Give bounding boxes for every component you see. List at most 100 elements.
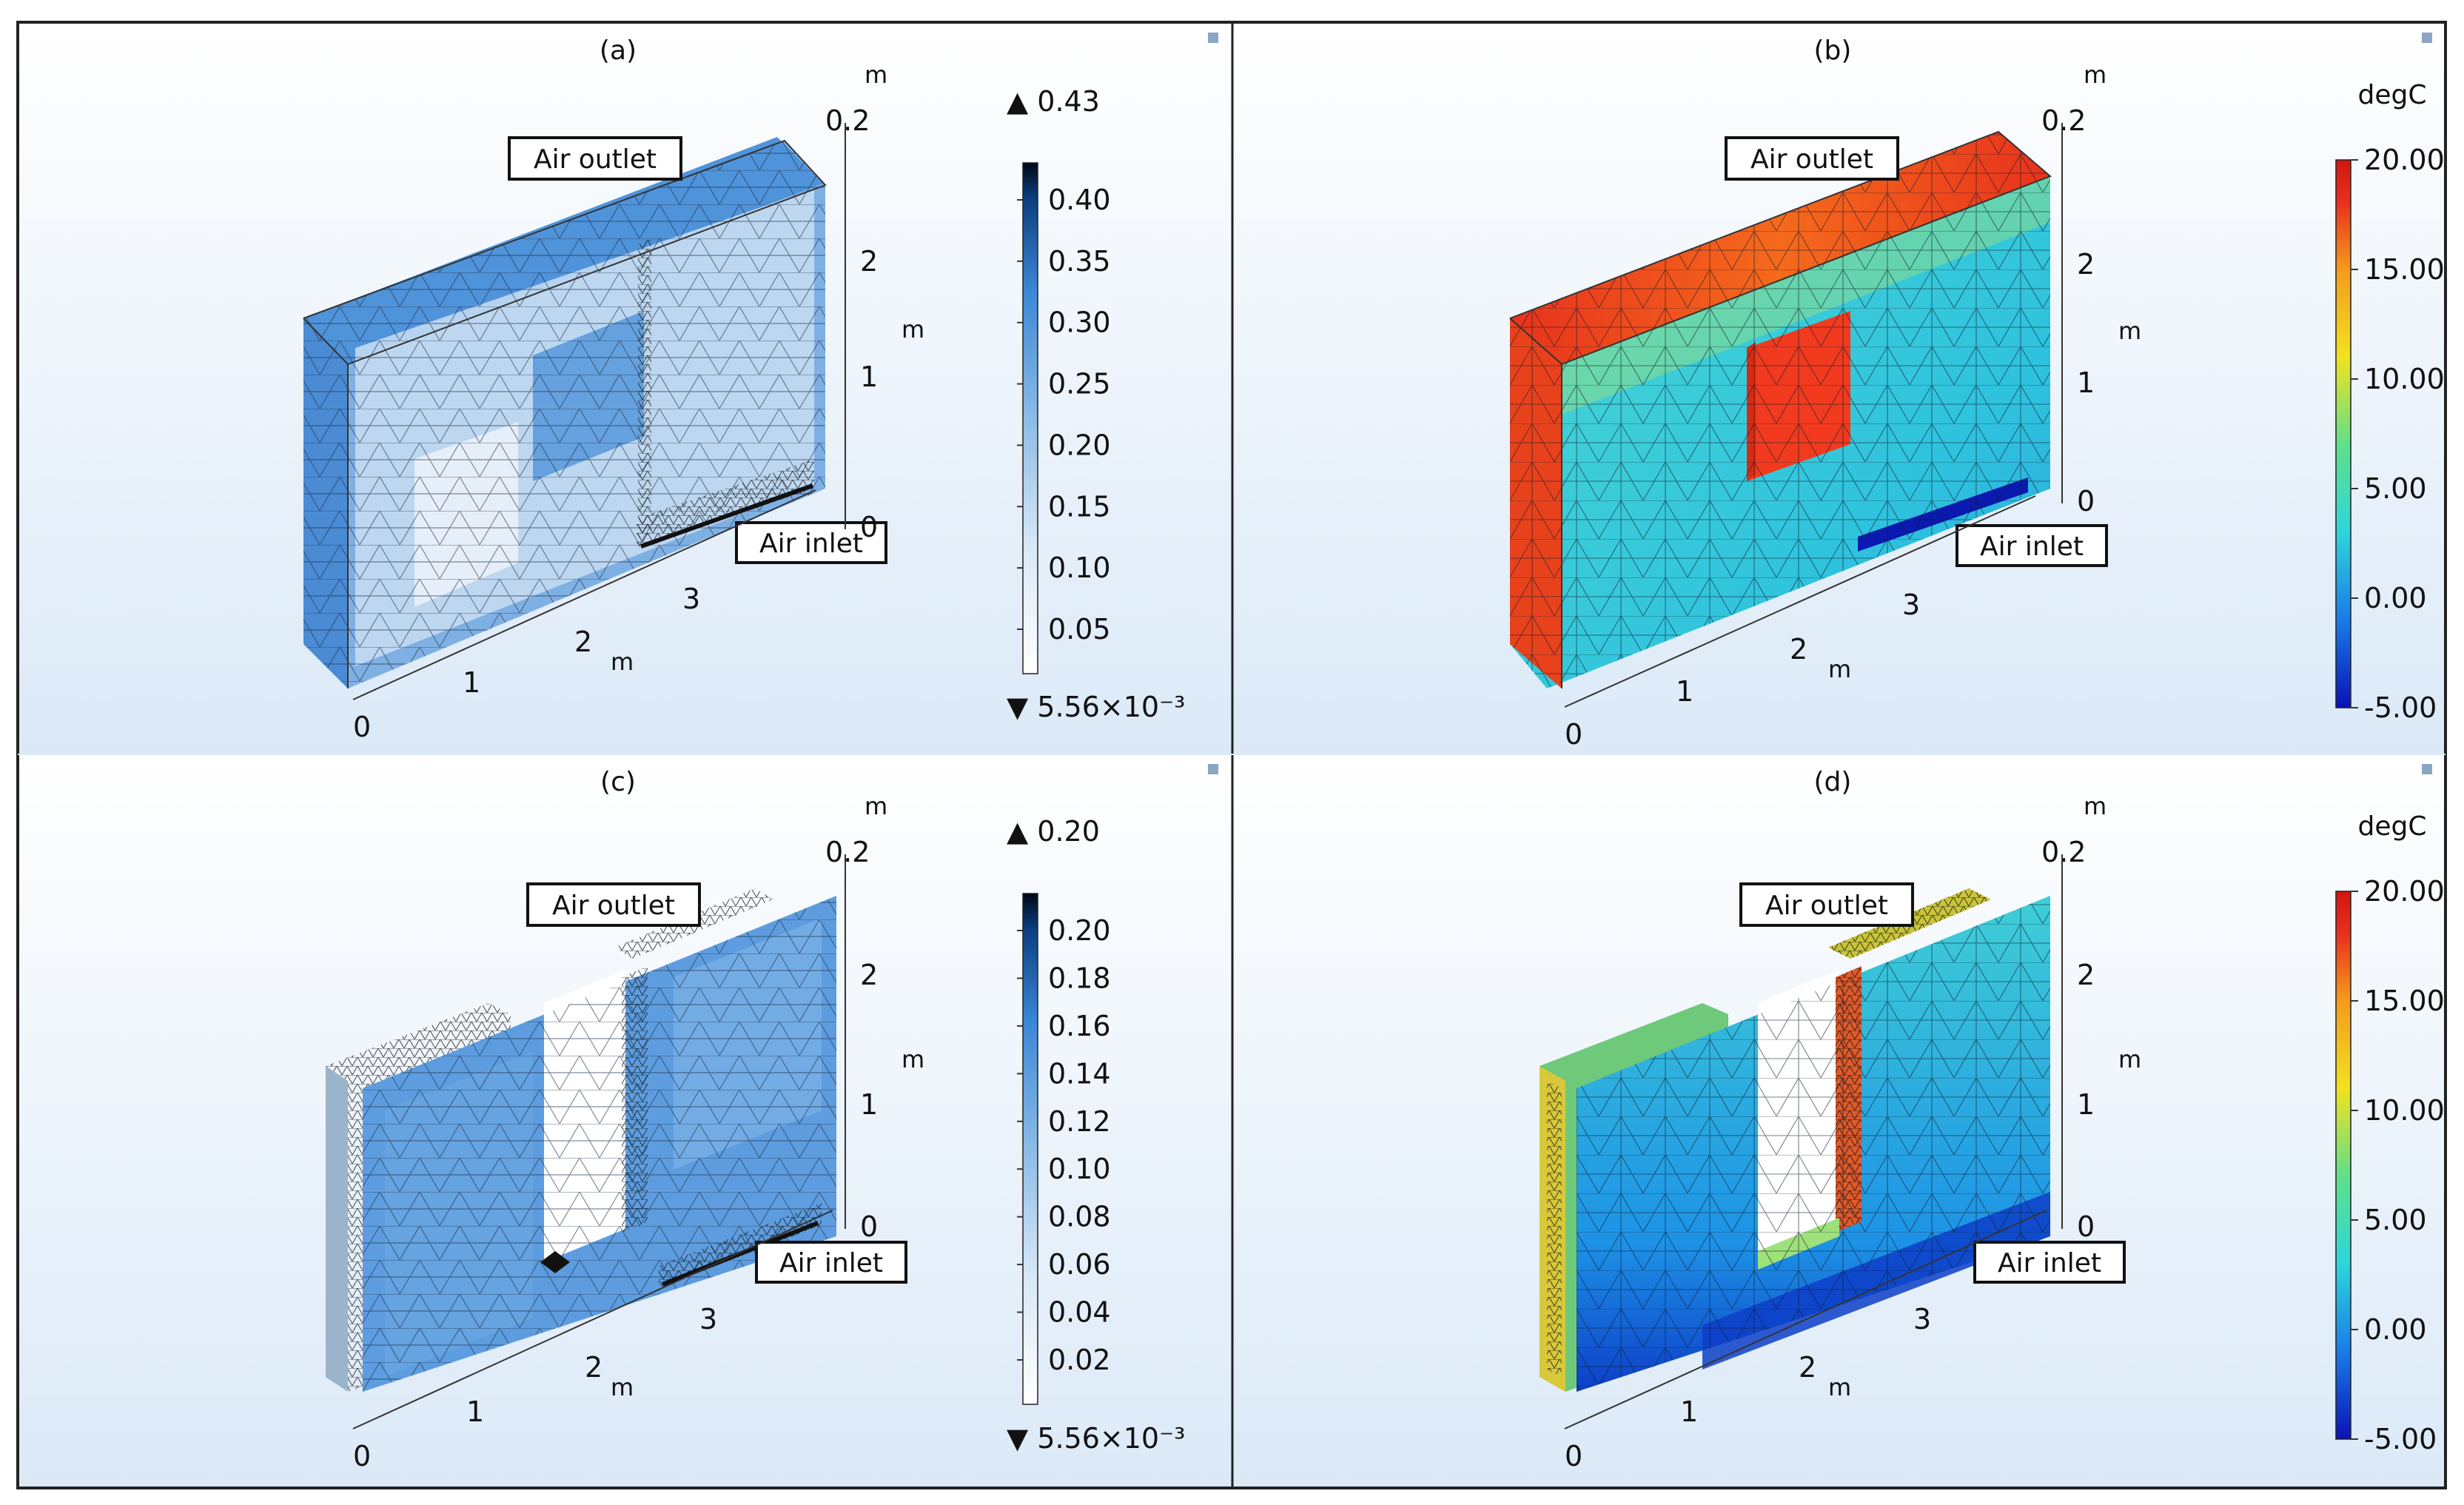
panel-label: (c) bbox=[600, 767, 636, 797]
y-axis-tick: 1 bbox=[2077, 366, 2095, 399]
colorbar-min-marker: ▼ 5.56×10⁻³ bbox=[1007, 1422, 1185, 1455]
colorbar-max-marker: ▲ 0.20 bbox=[1007, 815, 1100, 848]
air-outlet-label: Air outlet bbox=[552, 891, 675, 921]
z-axis-unit: m bbox=[2084, 792, 2107, 820]
y-axis-tick: 2 bbox=[860, 245, 878, 278]
x-axis-line bbox=[1564, 495, 2036, 708]
y-axis-unit: m bbox=[902, 315, 924, 343]
x-axis-tick: 2 bbox=[585, 1351, 602, 1384]
window-corner-icon bbox=[2422, 764, 2432, 774]
y-axis-tick: 0 bbox=[860, 511, 878, 543]
air-outlet-callout bbox=[1739, 882, 1914, 927]
colorbar-tick-label: 0.04 bbox=[1048, 1296, 1111, 1329]
colorbar-tick-label: 0.00 bbox=[2364, 582, 2427, 614]
air-inlet-label: Air inlet bbox=[759, 529, 863, 559]
colorbar-tick-label: -5.00 bbox=[2364, 691, 2437, 724]
x-axis-tick: 3 bbox=[682, 583, 700, 615]
colorbar-tick-label: 15.00 bbox=[2364, 985, 2445, 1017]
x-axis-line bbox=[352, 1210, 833, 1429]
y-axis-tick: 0 bbox=[2077, 485, 2095, 517]
y-axis-tick: 1 bbox=[2077, 1088, 2095, 1121]
colorbar-unit: degC bbox=[2358, 80, 2427, 110]
colorbar-tick-label: 0.20 bbox=[1048, 914, 1111, 947]
z-axis-tick: 0.2 bbox=[2041, 836, 2086, 868]
air-inlet-label: Air inlet bbox=[1998, 1248, 2101, 1278]
z-axis-unit: m bbox=[2084, 61, 2107, 89]
x-axis-tick: 3 bbox=[1913, 1303, 1931, 1335]
air-inlet-label: Air inlet bbox=[779, 1248, 883, 1278]
z-axis-unit: m bbox=[865, 792, 887, 820]
colorbar-tick-label: 0.20 bbox=[1048, 429, 1111, 461]
colorbar-tick-label: 0.06 bbox=[1048, 1248, 1111, 1281]
colorbar-a bbox=[1022, 162, 1038, 674]
y-axis-unit: m bbox=[2118, 317, 2141, 345]
colorbar-tick-label: 0.10 bbox=[1048, 552, 1111, 584]
x-axis-tick: 1 bbox=[466, 1395, 484, 1428]
air-outlet-label: Air outlet bbox=[534, 144, 657, 175]
x-axis-line bbox=[352, 489, 816, 700]
y-axis-unit: m bbox=[2118, 1045, 2141, 1073]
geometry-c bbox=[326, 888, 836, 1392]
colorbar-tick-label: 0.10 bbox=[1048, 1153, 1111, 1185]
colorbar-tick-label: 0.30 bbox=[1048, 306, 1111, 339]
x-axis-tick: 2 bbox=[574, 626, 592, 658]
x-axis-unit: m bbox=[611, 648, 634, 676]
panel-label: (d) bbox=[1814, 767, 1852, 797]
colorbar-tick-label: 0.18 bbox=[1048, 962, 1111, 994]
y-axis-tick: 2 bbox=[2077, 959, 2095, 991]
colorbar-tick-label: -5.00 bbox=[2364, 1423, 2437, 1455]
colorbar-tick-label: 0.35 bbox=[1048, 245, 1111, 278]
air-inlet-label: Air inlet bbox=[1980, 532, 2084, 562]
x-axis-tick: 3 bbox=[1902, 589, 1920, 621]
y-axis-tick: 2 bbox=[860, 959, 878, 991]
colorbar-b bbox=[2335, 159, 2351, 708]
x-axis-tick: 0 bbox=[353, 1440, 371, 1472]
colorbar-tick-label: 0.00 bbox=[2364, 1313, 2427, 1346]
x-axis-unit: m bbox=[1828, 1373, 1851, 1401]
air-outlet-callout bbox=[1725, 136, 1899, 181]
colorbar-tick-label: 0.14 bbox=[1048, 1057, 1111, 1090]
colorbar-tick-label: 15.00 bbox=[2364, 253, 2445, 286]
panel-label: (b) bbox=[1814, 36, 1852, 66]
x-axis-tick: 3 bbox=[699, 1303, 717, 1335]
z-axis-unit: m bbox=[865, 61, 887, 89]
air-outlet-label: Air outlet bbox=[1750, 144, 1873, 175]
colorbar-tick-label: 0.15 bbox=[1048, 490, 1111, 523]
z-axis-tick: 0.2 bbox=[2041, 104, 2086, 137]
y-axis-tick: 0 bbox=[2077, 1210, 2095, 1243]
air-outlet-callout bbox=[526, 882, 701, 927]
panel-label: (a) bbox=[600, 36, 637, 66]
z-axis-tick: 0.2 bbox=[825, 104, 870, 137]
colorbar-tick-label: 5.00 bbox=[2364, 472, 2427, 505]
colorbar-min-marker: ▼ 5.56×10⁻³ bbox=[1007, 691, 1185, 723]
colorbar-unit: degC bbox=[2358, 811, 2427, 842]
colorbar-tick-label: 20.00 bbox=[2364, 144, 2445, 176]
colorbar-tick-label: 0.40 bbox=[1048, 184, 1111, 216]
colorbar-tick-label: 20.00 bbox=[2364, 875, 2445, 908]
colorbar-tick-label: 10.00 bbox=[2364, 1094, 2445, 1127]
x-axis-tick: 0 bbox=[1565, 718, 1582, 751]
colorbar-c bbox=[1022, 893, 1038, 1405]
air-inlet-callout bbox=[1956, 524, 2108, 567]
x-axis-tick: 1 bbox=[463, 666, 480, 699]
colorbar-d bbox=[2335, 891, 2351, 1440]
y-axis-tick: 1 bbox=[860, 361, 878, 393]
air-outlet-label: Air outlet bbox=[1765, 891, 1888, 921]
y-axis-tick: 2 bbox=[2077, 248, 2095, 281]
air-outlet-callout bbox=[508, 136, 682, 181]
x-axis-unit: m bbox=[611, 1373, 634, 1401]
colorbar-tick-label: 5.00 bbox=[2364, 1204, 2427, 1236]
window-corner-icon bbox=[1208, 33, 1218, 43]
y-axis-tick: 0 bbox=[860, 1210, 878, 1243]
air-inlet-callout bbox=[1973, 1241, 2126, 1284]
window-corner-icon bbox=[1208, 764, 1218, 774]
colorbar-tick-label: 0.02 bbox=[1048, 1344, 1111, 1376]
colorbar-tick-label: 0.12 bbox=[1048, 1105, 1111, 1138]
x-axis-tick: 0 bbox=[1565, 1440, 1582, 1472]
colorbar-tick-label: 0.25 bbox=[1048, 368, 1111, 400]
colorbar-tick-label: 0.16 bbox=[1048, 1010, 1111, 1042]
x-axis-unit: m bbox=[1828, 655, 1851, 683]
x-axis-tick: 1 bbox=[1680, 1395, 1698, 1428]
colorbar-tick-label: 10.00 bbox=[2364, 363, 2445, 395]
